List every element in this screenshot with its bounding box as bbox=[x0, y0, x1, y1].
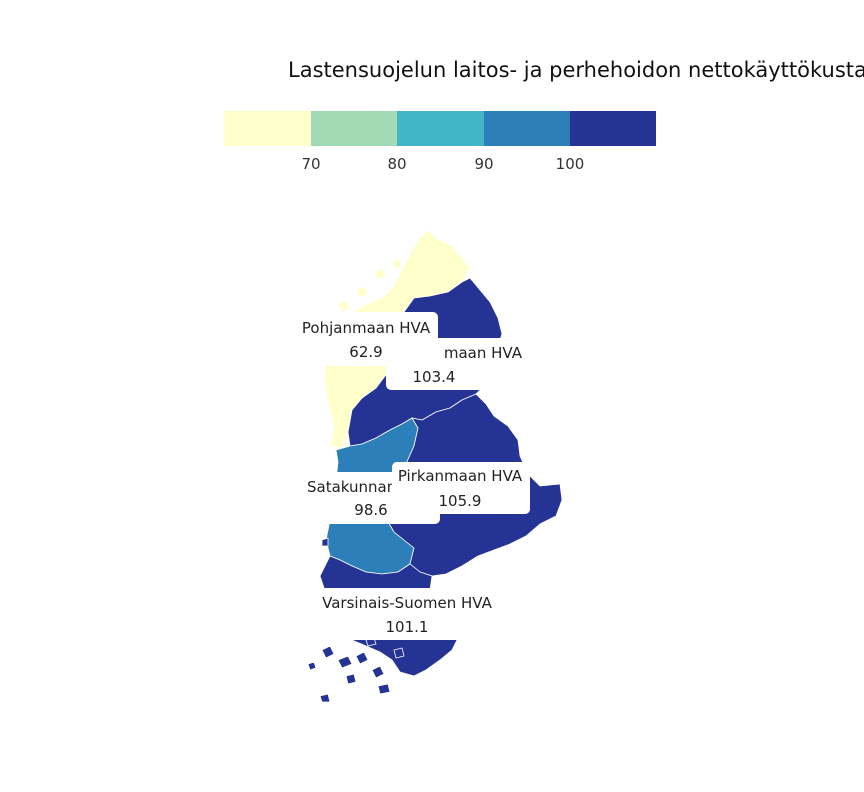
label-value-varsinais-suomi: 101.1 bbox=[386, 618, 429, 636]
label-value-pohjanmaa: 62.9 bbox=[349, 343, 382, 361]
legend-tick-3: 90 bbox=[474, 155, 493, 173]
label-box-pirkanmaa-overlay bbox=[392, 462, 530, 514]
region-varsinais-suomi-islands bbox=[307, 537, 405, 703]
map-title: Lastensuojelun laitos- ja perhehoidon ne… bbox=[288, 58, 864, 82]
region-labels: maan HVA 103.4 Pohjanmaan HVA 62.9 Pirka… bbox=[296, 312, 530, 640]
legend-bin-2 bbox=[311, 111, 397, 146]
label-name-pohjanmaa: Pohjanmaan HVA bbox=[302, 319, 431, 337]
legend-bin-4 bbox=[484, 111, 570, 146]
label-value-pirkanmaa-overlay: 105.9 bbox=[439, 492, 482, 510]
legend: 70 80 90 100 bbox=[224, 111, 656, 173]
label-value-etela-pohjanmaa: 103.4 bbox=[413, 368, 456, 386]
legend-tick-2: 80 bbox=[387, 155, 406, 173]
label-value-satakunta: 98.6 bbox=[354, 501, 387, 519]
label-name-etela-pohjanmaa: maan HVA bbox=[444, 344, 523, 362]
legend-bin-5 bbox=[570, 111, 656, 146]
label-box-varsinais-suomi bbox=[312, 588, 502, 640]
label-name-pirkanmaa-overlay: Pirkanmaan HVA bbox=[398, 467, 523, 485]
label-name-varsinais-suomi: Varsinais-Suomen HVA bbox=[322, 594, 492, 612]
legend-bin-3 bbox=[397, 111, 484, 146]
label-name-satakunta: Satakunnan bbox=[307, 478, 396, 496]
legend-tick-1: 70 bbox=[301, 155, 320, 173]
legend-bin-1 bbox=[224, 111, 311, 146]
region-pohjanmaa-islands bbox=[329, 257, 403, 327]
label-box-pohjanmaa bbox=[296, 312, 438, 366]
legend-tick-4: 100 bbox=[556, 155, 585, 173]
